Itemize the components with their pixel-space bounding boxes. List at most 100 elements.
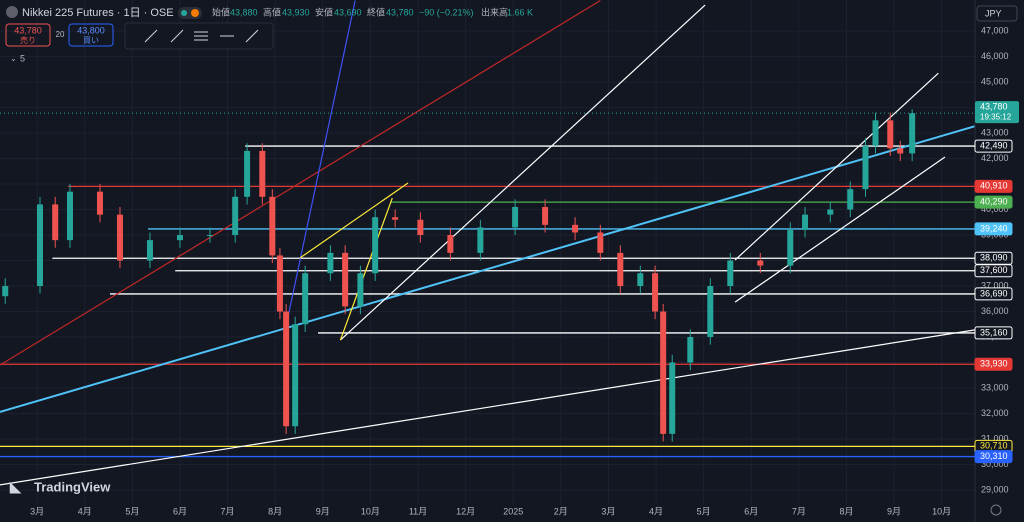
level-label: 40,290 bbox=[980, 197, 1008, 207]
candle-body bbox=[669, 362, 676, 434]
level-label: 30,710 bbox=[980, 441, 1008, 451]
high: 43,930 bbox=[282, 7, 310, 17]
sell-price: 43,780 bbox=[14, 25, 42, 35]
candle-body bbox=[447, 235, 454, 253]
x-tick-label: 3月 bbox=[30, 506, 44, 516]
candle-body bbox=[176, 235, 183, 241]
candle-body bbox=[477, 227, 484, 253]
x-tick-label: 2月 bbox=[554, 506, 568, 516]
countdown: 19:35:12 bbox=[980, 112, 1012, 121]
level-label-bg bbox=[974, 357, 1013, 371]
x-tick-label: 12月 bbox=[456, 506, 475, 516]
candle-body bbox=[327, 252, 334, 274]
candle-body bbox=[572, 224, 579, 233]
x-tick-label: 9月 bbox=[887, 506, 901, 516]
trend-line bbox=[339, 197, 393, 341]
drawing-tools[interactable] bbox=[144, 29, 259, 43]
level-label: 39,240 bbox=[980, 223, 1008, 233]
volume-label: 出来高 bbox=[481, 6, 508, 17]
trend-line bbox=[284, 0, 356, 331]
candle-body bbox=[206, 235, 213, 237]
candle-body bbox=[283, 311, 290, 427]
buy-label: 買い bbox=[83, 36, 99, 45]
level-label-bg bbox=[974, 287, 1013, 301]
candle-body bbox=[652, 273, 659, 312]
candle-body bbox=[302, 273, 309, 325]
symbol-icon bbox=[6, 6, 18, 18]
spread: 20 bbox=[56, 30, 65, 39]
candle-body bbox=[887, 120, 894, 149]
candle-body bbox=[269, 196, 276, 256]
y-tick-label: 36,000 bbox=[981, 306, 1009, 316]
candle-body bbox=[96, 191, 103, 215]
x-tick-label: 6月 bbox=[744, 506, 758, 516]
x-tick-label: 10月 bbox=[361, 506, 380, 516]
candle-body bbox=[244, 150, 251, 197]
last-price: 43,780 bbox=[980, 102, 1008, 112]
y-tick-label: 43,000 bbox=[981, 127, 1009, 137]
candle-body bbox=[687, 337, 694, 363]
candle-body bbox=[276, 255, 283, 312]
trend-line bbox=[0, 0, 601, 366]
x-tick-label: 9月 bbox=[316, 506, 330, 516]
candle-body bbox=[52, 204, 59, 241]
level-label-bg bbox=[974, 195, 1013, 209]
open: 43,880 bbox=[230, 7, 258, 17]
x-tick-label: 4月 bbox=[649, 506, 663, 516]
high-label: 高値 bbox=[263, 6, 281, 17]
trend-line bbox=[734, 72, 939, 261]
x-tick-label: 5月 bbox=[697, 506, 711, 516]
candle-body bbox=[66, 191, 73, 241]
symbol: Nikkei 225 Futures · 1日 · OSE bbox=[22, 7, 174, 19]
candle-body bbox=[2, 286, 9, 297]
level-label-bg bbox=[974, 326, 1013, 340]
trend-line bbox=[299, 182, 409, 259]
sell-button[interactable] bbox=[5, 23, 51, 47]
level-label: 37,600 bbox=[980, 265, 1008, 275]
candle-body bbox=[417, 219, 424, 236]
candle-body bbox=[617, 252, 624, 287]
x-tick-label: 10月 bbox=[932, 506, 951, 516]
brand: TradingView bbox=[34, 479, 111, 494]
collapse-icon[interactable]: ⌄ bbox=[10, 54, 17, 63]
status-dot bbox=[191, 9, 199, 17]
trend-line bbox=[339, 4, 706, 341]
settings-icon[interactable] bbox=[990, 504, 1002, 516]
y-tick-label: 30,000 bbox=[981, 459, 1009, 469]
close-label: 終値 bbox=[367, 6, 385, 17]
level-label-bg bbox=[974, 450, 1013, 464]
candle-body bbox=[232, 196, 239, 236]
candle-body bbox=[259, 150, 266, 197]
low-label: 安値 bbox=[315, 6, 333, 17]
open-label: 始値 bbox=[212, 6, 230, 17]
level-label: 42,490 bbox=[980, 140, 1008, 150]
y-tick-label: 40,000 bbox=[981, 204, 1009, 214]
currency-button[interactable] bbox=[976, 5, 1018, 22]
candle-body bbox=[512, 206, 519, 228]
level-label: 38,090 bbox=[980, 253, 1008, 263]
candle-body bbox=[787, 229, 794, 266]
candle-body bbox=[357, 273, 364, 307]
brand-icon: ◣ bbox=[9, 479, 22, 495]
trend-line bbox=[0, 125, 976, 413]
y-tick-label: 32,000 bbox=[981, 408, 1009, 418]
y-tick-label: 29,000 bbox=[981, 484, 1009, 494]
x-tick-label: 8月 bbox=[839, 506, 853, 516]
candle-body bbox=[757, 260, 764, 266]
y-tick-label: 37,000 bbox=[981, 280, 1009, 290]
candle-body bbox=[116, 214, 123, 261]
y-tick-label: 31,000 bbox=[981, 433, 1009, 443]
volume: 1.66 K bbox=[507, 7, 533, 17]
buy-price: 43,800 bbox=[77, 25, 105, 35]
x-tick-label: 7月 bbox=[221, 506, 235, 516]
candle-body bbox=[802, 214, 809, 230]
candle-body bbox=[707, 286, 714, 338]
candle-body bbox=[637, 273, 644, 287]
y-tick-label: 42,000 bbox=[981, 153, 1009, 163]
y-tick-label: 46,000 bbox=[981, 51, 1009, 61]
buy-button[interactable] bbox=[68, 23, 114, 47]
header: Nikkei 225 Futures · 1日 · OSE 始値 43,880 … bbox=[5, 5, 1018, 516]
last-price-bg bbox=[975, 101, 1019, 124]
candle-body bbox=[862, 145, 869, 190]
